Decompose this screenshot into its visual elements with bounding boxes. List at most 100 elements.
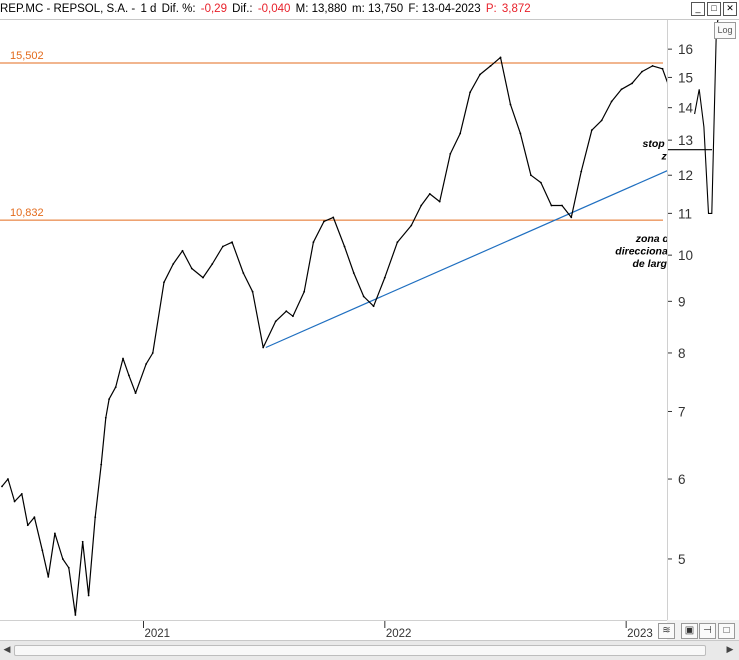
price-point [510,104,512,106]
price-point [631,82,633,84]
price-point [54,533,56,535]
price-point [363,296,365,298]
price-point [530,174,532,176]
y-tick-label: 13 [678,133,693,148]
y-tick-label: 16 [678,42,693,57]
minimize-button[interactable]: _ [691,2,705,16]
price-point [479,74,481,76]
price-point [652,65,654,67]
price-series [2,57,667,615]
price-point [172,263,174,265]
price-point [449,153,451,155]
x-tick-label: 2021 [144,628,170,640]
y-tick-label: 7 [678,404,686,419]
projection-path-extension [695,20,722,213]
y-tick-label: 6 [678,472,686,487]
date-label: F: 13-04-2023 [408,3,480,15]
pin-icon[interactable]: ⊣ [699,623,716,639]
price-point [420,205,422,207]
change-label: Dif.: [232,3,252,15]
scroll-right-icon[interactable]: ▶ [725,644,735,655]
maximize-button[interactable]: □ [707,2,721,16]
price-point [182,250,184,252]
level-label: 15,502 [10,50,44,62]
y-tick-label: 8 [678,346,686,361]
price-point [384,277,386,279]
price-point [242,272,244,274]
price-point [292,315,294,317]
price-point [14,501,16,503]
chart-type-icon[interactable]: ≋ [658,623,675,639]
price-point [500,57,502,59]
price-point [62,558,64,560]
price-point [410,225,412,227]
annotation-text: stop agresivo yzona de [643,138,667,163]
price-point [128,375,130,377]
change-value: -0,040 [258,3,291,15]
price-point [115,386,117,388]
price-point [222,246,224,248]
price-point [122,358,124,360]
price-point [551,205,553,207]
scroll-left-icon[interactable]: ◀ [2,644,12,655]
price-point [373,305,375,307]
price-point [275,320,277,322]
annotation-text: zona de stopdireccional y comprade largo… [615,233,667,270]
price-point [47,576,49,578]
window-buttons: _ □ ✕ [691,2,737,16]
save-icon[interactable]: ▣ [681,623,698,639]
price-point [27,524,29,526]
price-point [108,398,110,400]
plot-area[interactable]: 15,502 10,832 stop agresivo yzona de zona d… [0,20,667,620]
price-point [601,119,603,121]
chart-header: REP.MC - REPSOL, S.A. - 1 d Dif. %: -0,2… [0,0,739,20]
max-label: M: 13,880 [296,3,347,15]
log-scale-button[interactable]: Log [714,22,736,39]
symbol-label: REP.MC - REPSOL, S.A. - [0,3,135,15]
price-point [82,541,84,543]
horizontal-scrollbar[interactable]: ◀ ▶ [0,640,739,660]
price-point [323,221,325,223]
close-button[interactable]: ✕ [723,2,737,16]
fullscreen-icon[interactable]: □ [718,623,735,639]
y-tick-label: 9 [678,294,686,309]
price-point [1,486,3,488]
change-pct-label: Dif. %: [162,3,196,15]
price-point [540,182,542,184]
price-point [252,291,254,293]
price-point [68,567,70,569]
min-label: m: 13,750 [352,3,403,15]
price-point [145,363,147,365]
price-point [580,171,582,173]
price-point [439,201,441,203]
price-chart-svg[interactable]: 15,502 10,832 stop agresivo yzona de zona d… [0,20,667,620]
price-point [88,595,90,597]
price-point [561,205,563,207]
price-point [641,71,643,73]
price-point [332,216,334,218]
y-tick-label: 5 [678,552,686,567]
scroll-thumb[interactable] [14,645,706,656]
price-point [7,478,9,480]
price-point [191,268,193,270]
x-tick-label: 2022 [386,628,412,640]
price-point [41,549,43,551]
price-point [396,241,398,243]
price-point [21,493,23,495]
price-point [285,310,287,312]
price-point [303,291,305,293]
change-pct-value: -0,29 [201,3,227,15]
price-point [353,272,355,274]
price-point [611,101,613,103]
price-point [313,241,315,243]
y-tick-label: 10 [678,248,693,263]
price-point [163,281,165,283]
price-point [202,277,204,279]
price-point [94,516,96,518]
price-point [591,129,593,131]
level-label: 10,832 [10,207,44,219]
